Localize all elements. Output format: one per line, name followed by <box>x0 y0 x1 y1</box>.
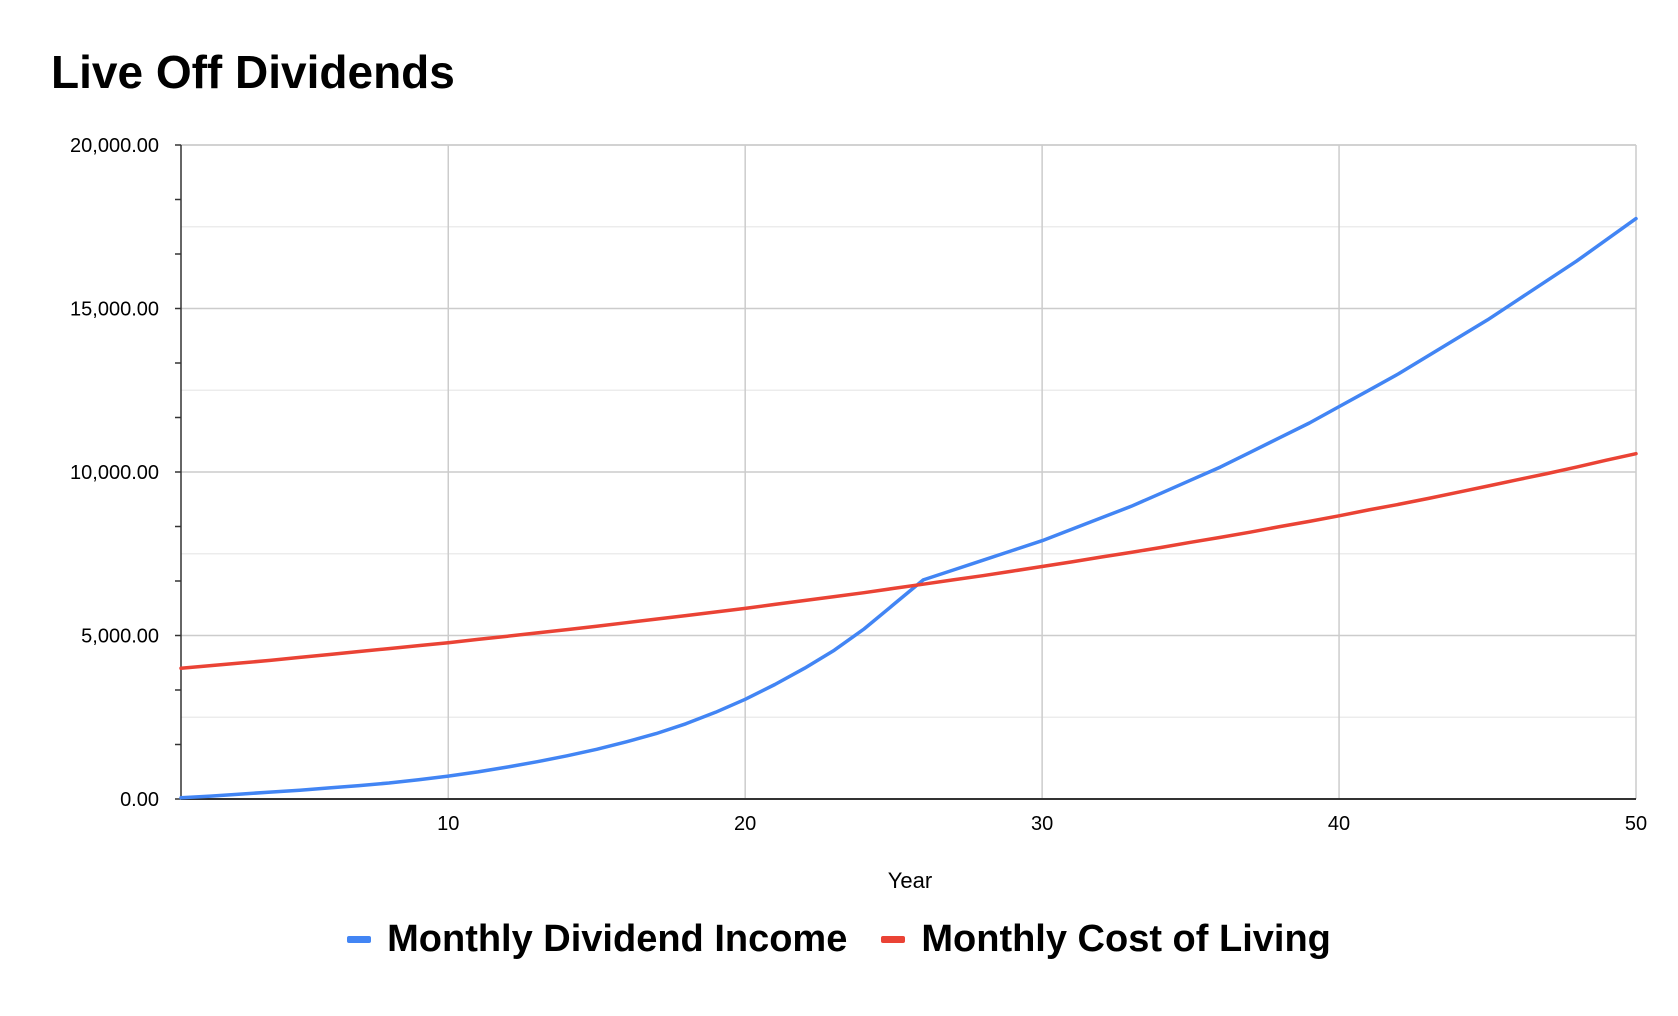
series-line-monthly-dividend-income <box>179 216 1638 800</box>
legend: Monthly Dividend Income Monthly Cost of L… <box>0 918 1678 961</box>
legend-item-monthly-dividend-income: Monthly Dividend Income <box>347 918 847 961</box>
y-tick-label: 10,000.00 <box>70 462 159 484</box>
x-axis-title: Year <box>888 868 932 893</box>
series-lines <box>179 216 1638 800</box>
x-tick-label: 30 <box>1031 813 1053 835</box>
y-tick-label: 5,000.00 <box>81 626 159 648</box>
x-tick-label: 50 <box>1625 813 1647 835</box>
x-tick-label: 20 <box>734 813 756 835</box>
legend-label: Monthly Dividend Income <box>387 918 848 960</box>
grid <box>181 144 1637 799</box>
x-tick-label: 10 <box>437 813 459 835</box>
y-tick-label: 0.00 <box>120 789 159 811</box>
legend-label: Monthly Cost of Living <box>921 918 1331 960</box>
x-tick-labels: 10 20 30 40 50 <box>437 813 1647 835</box>
y-tick-label: 15,000.00 <box>70 299 159 321</box>
axes <box>175 144 1636 800</box>
chart-title: Live Off Dividends <box>51 46 455 98</box>
y-tick-labels: 0.00 5,000.00 10,000.00 15,000.00 20,000.00 <box>70 135 159 811</box>
legend-swatch <box>347 936 372 943</box>
y-tick-label: 20,000.00 <box>70 135 159 157</box>
series-line-monthly-cost-of-living <box>179 451 1638 670</box>
x-tick-label: 40 <box>1328 813 1350 835</box>
legend-swatch <box>881 936 906 943</box>
legend-item-monthly-cost-of-living: Monthly Cost of Living <box>881 918 1331 961</box>
